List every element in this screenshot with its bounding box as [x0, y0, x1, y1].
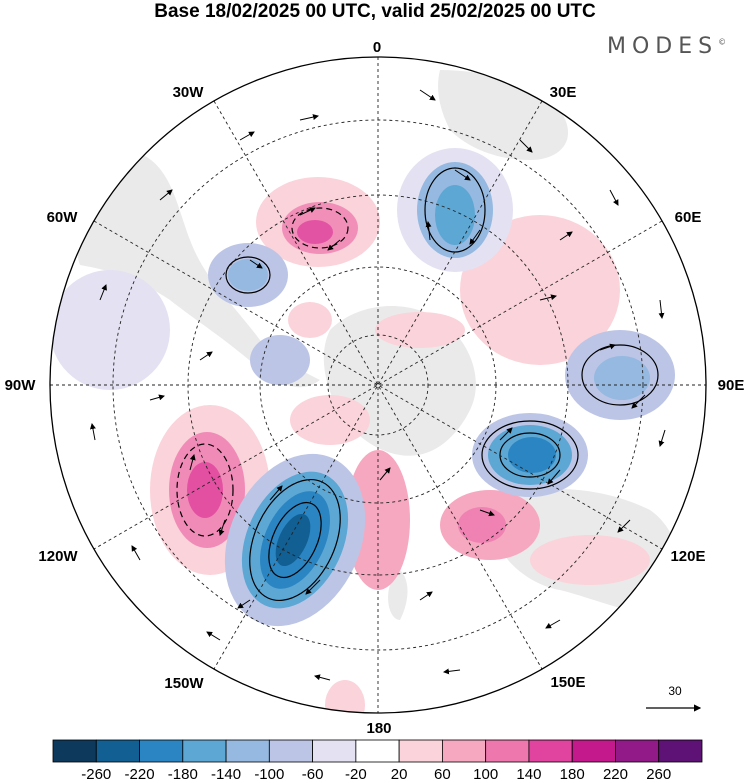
- colorbar-tick-label: -60: [302, 766, 324, 783]
- lon-label-180: 180: [366, 720, 391, 737]
- lon-label-120w: 120W: [38, 548, 78, 565]
- colorbar-swatch: [268, 739, 314, 763]
- negative-anomalies: [50, 148, 675, 627]
- wind-vectors: [89, 89, 666, 681]
- lon-label-0: 0: [373, 39, 381, 56]
- colorbar-swatch: [615, 739, 660, 763]
- brand-name: MODES: [607, 34, 719, 59]
- map-border: [49, 56, 707, 714]
- colorbar-tick-label: -20: [345, 766, 367, 783]
- land-south-america: [77, 150, 320, 388]
- colorbar-tick-label: -260: [81, 766, 111, 783]
- colorbar-tick-label: 60: [434, 766, 451, 783]
- map-title: Base 18/02/2025 00 UTC, valid 25/02/2025…: [154, 1, 596, 22]
- colorbar-tick-label: -180: [168, 766, 198, 783]
- colorbar-swatch: [658, 739, 703, 763]
- graticule: [50, 57, 706, 713]
- colorbar-swatch: [52, 739, 97, 763]
- lon-label-120e: 120E: [670, 548, 705, 565]
- positive-anomalies: [150, 177, 650, 713]
- colorbar-tick-label: -220: [125, 766, 155, 783]
- colorbar-swatch: [441, 739, 487, 763]
- colorbar-tick-label: 260: [646, 766, 671, 783]
- colorbar-swatch: [312, 739, 357, 763]
- colorbar-tick-label: -100: [254, 766, 284, 783]
- colorbar-swatch: [182, 739, 227, 763]
- colorbar-swatch: [528, 739, 573, 763]
- colorbar-tick-label: 140: [516, 766, 541, 783]
- colorbar-swatch: [398, 739, 443, 763]
- colorbar-swatch: [95, 739, 140, 763]
- colorbar-tick-label: 100: [473, 766, 498, 783]
- lon-label-30e: 30E: [550, 84, 577, 101]
- colorbar-swatch: [485, 739, 530, 763]
- land-new-zealand: [388, 570, 408, 620]
- vector-key-label: 30: [668, 684, 682, 698]
- vector-key: 30: [646, 684, 702, 712]
- lon-label-150e: 150E: [550, 674, 585, 691]
- colorbar-swatch: [571, 739, 616, 763]
- lon-label-60w: 60W: [47, 209, 79, 226]
- colorbar-tick-label: 20: [391, 766, 408, 783]
- colorbar-swatch: [225, 739, 270, 763]
- colorbar-swatch: [355, 739, 400, 763]
- colorbar-tick-label: 180: [560, 766, 585, 783]
- lon-label-90w: 90W: [5, 377, 37, 394]
- colorbar-tick-label: -140: [211, 766, 241, 783]
- lon-label-90e: 90E: [718, 377, 745, 394]
- map-field: [50, 57, 706, 713]
- colorbar-tick-label: 220: [603, 766, 628, 783]
- brand-mark: ©: [718, 37, 727, 47]
- colorbar-swatch: [139, 739, 184, 763]
- lon-label-30w: 30W: [173, 84, 205, 101]
- lon-label-60e: 60E: [675, 209, 702, 226]
- modes-logo: MODES©: [607, 34, 726, 59]
- colorbar: -260 -220 -180 -140 -100 -60 -20 20 60 100 140 180 2…: [52, 739, 703, 783]
- lon-label-150w: 150W: [164, 675, 204, 692]
